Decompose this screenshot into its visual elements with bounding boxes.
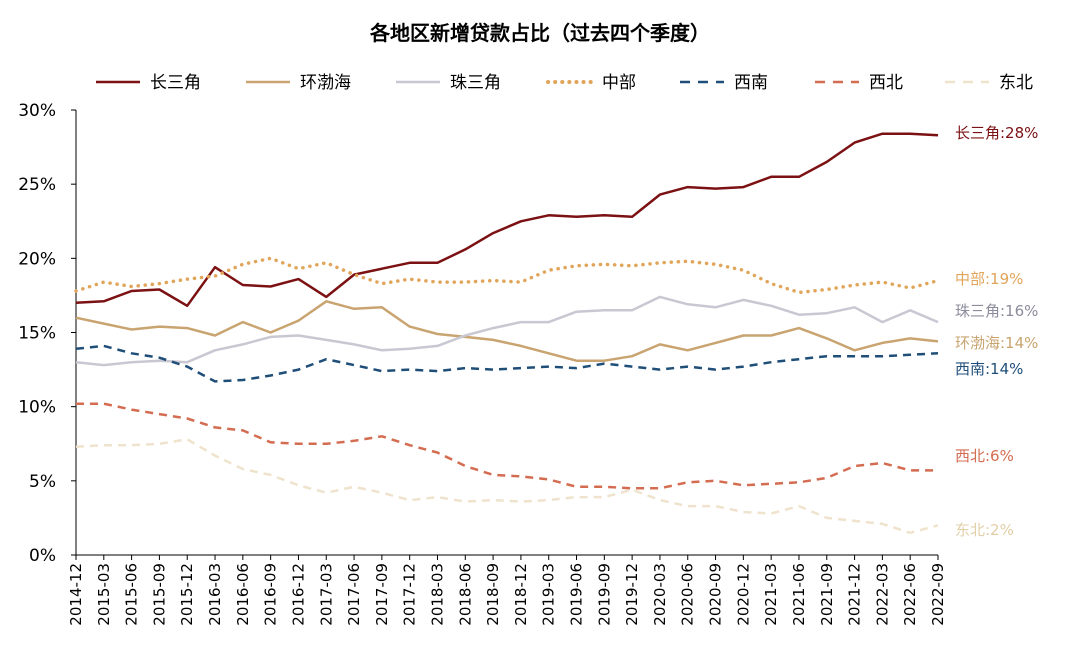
x-tick-label: 2021-06 <box>790 563 808 626</box>
legend-label: 环渤海 <box>300 73 351 93</box>
end-value-label: 西南:14% <box>955 360 1023 378</box>
x-tick-label: 2020-12 <box>734 563 752 626</box>
legend-label: 西北 <box>869 73 903 93</box>
x-tick-label: 2016-06 <box>234 563 252 626</box>
series-line <box>75 438 939 535</box>
x-tick-label: 2022-09 <box>929 563 947 626</box>
series-line <box>74 256 940 295</box>
x-tick-label: 2020-06 <box>679 563 697 626</box>
x-tick-label: 2015-06 <box>123 563 141 626</box>
end-value-label: 西北:6% <box>955 447 1014 465</box>
x-tick-label: 2021-03 <box>762 563 780 626</box>
legend-label: 东北 <box>999 73 1033 93</box>
plot-area <box>74 132 940 535</box>
y-tick-label: 5% <box>29 472 56 492</box>
x-tick-label: 2022-03 <box>873 563 891 626</box>
x-tick-label: 2020-09 <box>707 563 725 626</box>
x-tick-label: 2016-03 <box>206 563 224 626</box>
x-tick-label: 2017-03 <box>317 563 335 626</box>
legend-label: 珠三角 <box>450 73 501 93</box>
series-line <box>75 295 939 367</box>
end-value-label: 环渤海:14% <box>955 334 1038 352</box>
end-value-label: 长三角:28% <box>955 124 1038 142</box>
x-tick-label: 2020-03 <box>651 563 669 626</box>
x-tick-label: 2019-06 <box>568 563 586 626</box>
series-line <box>75 300 939 362</box>
x-tick-label: 2017-09 <box>373 563 391 626</box>
legend: 长三角 环渤海 珠三角 中部 西南 西北 东北 <box>96 73 1033 93</box>
x-tick-label: 2016-09 <box>262 563 280 626</box>
x-tick-label: 2018-09 <box>484 563 502 626</box>
x-tick-label: 2019-12 <box>623 563 641 626</box>
end-value-label: 东北:2% <box>955 521 1014 539</box>
x-tick-label: 2014-12 <box>67 563 85 626</box>
legend-label: 西南 <box>734 73 768 93</box>
axes: 0% 5% 10% 15% 20% 25% 30% 2014-12 2015-03 2015-06… <box>18 101 947 626</box>
y-tick-label: 30% <box>18 101 56 121</box>
x-tick-label: 2017-06 <box>345 563 363 626</box>
series-line <box>75 132 939 308</box>
y-tick-label: 0% <box>29 546 56 566</box>
x-tick-label: 2015-12 <box>178 563 196 626</box>
x-tick-label: 2021-12 <box>846 563 864 626</box>
chart-title: 各地区新增贷款占比（过去四个季度） <box>369 21 710 45</box>
x-tick-label: 2021-09 <box>818 563 836 626</box>
x-tick-label: 2019-03 <box>540 563 558 626</box>
x-tick-label: 2018-12 <box>512 563 530 626</box>
y-tick-label: 10% <box>18 398 56 418</box>
legend-label: 中部 <box>602 73 636 93</box>
x-tick-label: 2015-09 <box>150 563 168 626</box>
x-tick-label: 2018-06 <box>456 563 474 626</box>
x-tick-label: 2015-03 <box>95 563 113 626</box>
x-tick-label: 2017-12 <box>401 563 419 626</box>
y-tick-label: 25% <box>18 175 56 195</box>
series-line <box>75 344 939 383</box>
end-labels: 长三角:28% 环渤海:14% 珠三角:16% 中部:19% 西南:14% 西北:6% 东北… <box>955 124 1038 539</box>
y-tick-label: 20% <box>18 249 56 269</box>
legend-label: 长三角 <box>150 73 201 93</box>
x-tick-label: 2018-03 <box>428 563 446 626</box>
end-value-label: 中部:19% <box>955 270 1023 288</box>
x-tick-label: 2019-09 <box>595 563 613 626</box>
series-line <box>76 402 938 490</box>
end-value-label: 珠三角:16% <box>955 302 1038 320</box>
x-tick-label: 2016-12 <box>289 563 307 626</box>
y-tick-label: 15% <box>18 324 56 344</box>
x-tick-label: 2022-06 <box>901 563 919 626</box>
